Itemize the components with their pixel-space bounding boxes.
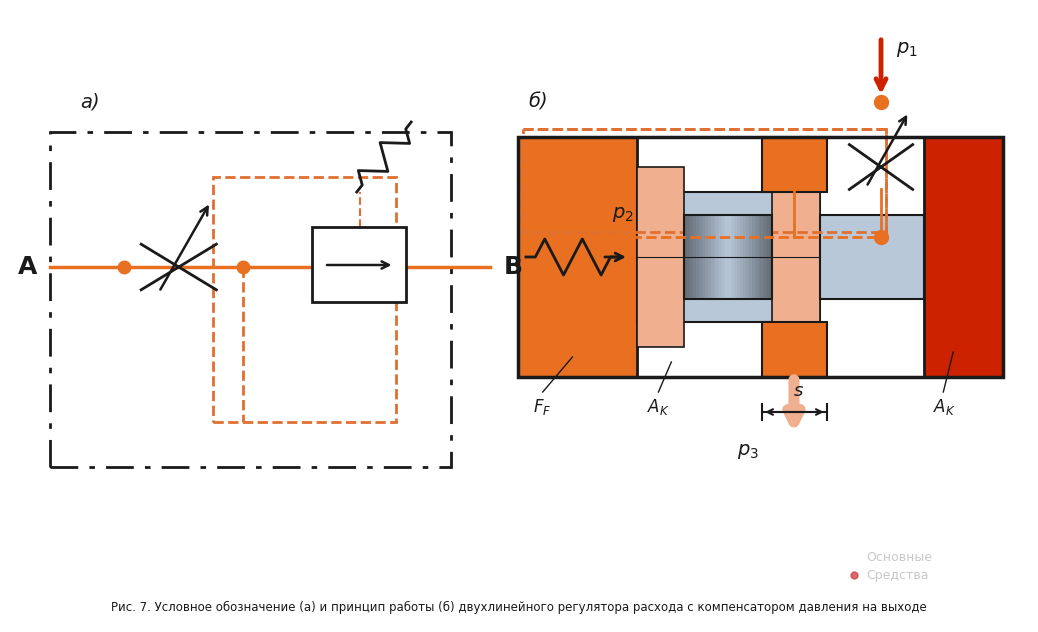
Text: Основные: Основные [866,551,932,564]
Bar [695,215,700,299]
Bar [523,129,886,232]
Bar [740,215,744,299]
Bar [312,227,406,302]
Bar [214,177,397,422]
Bar [699,215,703,299]
Bar [743,215,746,299]
Bar [722,215,727,299]
Text: Рис. 7. Условное обозначение (а) и принцип работы (б) двухлинейного регулятора р: Рис. 7. Условное обозначение (а) и принц… [111,601,927,614]
Bar [752,215,756,299]
Bar [762,322,826,377]
Bar [684,215,772,299]
Bar [755,215,759,299]
Bar [762,137,826,192]
Bar [731,215,735,299]
Bar [769,215,773,299]
Bar [687,215,691,299]
Text: Средства: Средства [866,569,929,582]
Bar [693,215,696,299]
Text: $s$: $s$ [793,382,804,400]
Text: B: B [503,255,522,279]
Bar [711,215,714,299]
Bar [518,137,1003,377]
Bar [748,215,753,299]
Text: а): а) [80,92,100,111]
Bar [729,215,732,299]
Bar [690,215,694,299]
Bar [713,215,717,299]
Bar [708,215,712,299]
Text: $A_K$: $A_K$ [933,397,956,417]
Bar [734,215,738,299]
Bar [636,167,684,347]
Text: $p_3$: $p_3$ [737,442,760,461]
Text: A: A [18,255,37,279]
Bar [518,137,636,377]
Bar [766,215,770,299]
Text: $F_F$: $F_F$ [532,397,551,417]
Bar [924,137,1003,377]
Bar [761,215,764,299]
Text: $p_1$: $p_1$ [896,40,918,59]
Bar [726,215,729,299]
Bar [705,215,709,299]
Bar [636,192,820,322]
Text: $A_K$: $A_K$ [647,397,670,417]
Bar [737,215,741,299]
Bar [702,215,706,299]
Bar [716,215,720,299]
Bar [746,215,749,299]
Bar [772,167,820,347]
Bar [684,215,688,299]
Bar [50,132,450,467]
Bar [763,215,767,299]
Text: $p_2$: $p_2$ [612,205,633,224]
Text: б): б) [528,92,547,111]
Bar [820,215,924,299]
Bar [719,215,723,299]
Bar [758,215,762,299]
